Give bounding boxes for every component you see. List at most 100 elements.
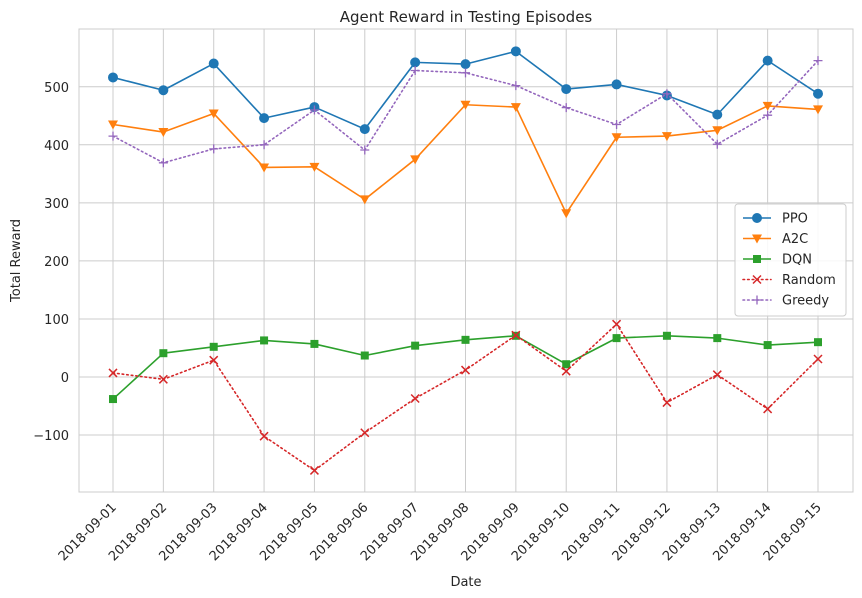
data-point-ppo bbox=[460, 59, 471, 70]
data-point-a2c bbox=[410, 155, 421, 165]
data-point-ppo bbox=[712, 109, 723, 120]
legend-marker-a2c bbox=[752, 234, 762, 244]
data-point-dqn bbox=[562, 360, 571, 369]
legend-marker-greedy bbox=[752, 295, 762, 305]
data-point-random bbox=[158, 374, 168, 384]
data-point-dqn bbox=[109, 395, 117, 404]
data-point-greedy bbox=[662, 89, 672, 99]
data-point-dqn bbox=[461, 335, 470, 344]
legend-marker-ppo bbox=[752, 213, 762, 223]
legend-marker-dqn bbox=[753, 255, 761, 263]
y-axis-label: Total Reward bbox=[9, 219, 24, 303]
series-a2c bbox=[108, 100, 823, 219]
series-dqn bbox=[109, 331, 822, 404]
data-point-greedy bbox=[360, 145, 370, 155]
data-point-greedy bbox=[813, 56, 823, 66]
data-point-a2c bbox=[611, 133, 622, 143]
series-ppo bbox=[108, 46, 823, 135]
data-point-ppo bbox=[208, 58, 219, 69]
legend-marker-random bbox=[752, 274, 762, 285]
data-point-greedy bbox=[763, 110, 773, 120]
data-point-ppo bbox=[611, 79, 622, 90]
x-axis-label: Date bbox=[450, 575, 481, 590]
data-point-ppo bbox=[410, 57, 421, 68]
data-point-ppo bbox=[510, 46, 521, 57]
data-point-a2c bbox=[359, 195, 370, 205]
series-greedy bbox=[108, 56, 823, 168]
chart-title: Agent Reward in Testing Episodes bbox=[340, 8, 593, 26]
y-tick-label: 400 bbox=[44, 139, 69, 154]
plot-frame bbox=[78, 28, 854, 493]
data-point-dqn bbox=[411, 341, 420, 350]
legend-box bbox=[734, 203, 847, 317]
series-layer bbox=[108, 46, 823, 475]
data-point-dqn bbox=[814, 338, 822, 347]
data-point-ppo bbox=[561, 84, 572, 95]
data-point-greedy bbox=[309, 105, 319, 115]
data-point-random bbox=[662, 398, 672, 408]
data-point-random bbox=[813, 354, 823, 364]
data-point-ppo bbox=[158, 85, 169, 96]
data-point-ppo bbox=[108, 72, 118, 83]
y-tick-label: −100 bbox=[33, 429, 69, 444]
legend-item-greedy: Greedy bbox=[742, 294, 829, 309]
data-point-greedy bbox=[612, 119, 622, 129]
legend-label-dqn: DQN bbox=[782, 253, 812, 268]
series-random bbox=[108, 319, 823, 475]
data-point-a2c bbox=[460, 100, 471, 110]
legend-label-greedy: Greedy bbox=[782, 294, 829, 309]
y-tick-label: 100 bbox=[44, 313, 69, 328]
data-point-random bbox=[763, 404, 773, 414]
data-point-greedy bbox=[712, 139, 722, 149]
data-point-a2c bbox=[158, 128, 169, 138]
legend-label-random: Random bbox=[782, 273, 836, 288]
data-point-dqn bbox=[360, 351, 369, 360]
data-point-a2c bbox=[813, 105, 823, 115]
data-point-random bbox=[309, 465, 319, 475]
data-point-a2c bbox=[712, 126, 723, 136]
y-tick-label: 300 bbox=[44, 197, 69, 212]
legend: PPO A2C DQN Random Greedy bbox=[734, 203, 847, 317]
data-point-a2c bbox=[561, 209, 572, 219]
data-point-greedy bbox=[511, 81, 521, 91]
data-point-random bbox=[108, 368, 118, 378]
legend-label-a2c: A2C bbox=[782, 232, 808, 247]
data-point-a2c bbox=[510, 103, 521, 113]
data-point-dqn bbox=[310, 339, 319, 348]
data-point-a2c bbox=[208, 109, 219, 119]
data-point-ppo bbox=[762, 55, 773, 66]
legend-item-random: Random bbox=[742, 273, 836, 288]
data-point-greedy bbox=[158, 158, 168, 168]
y-tick-label: 0 bbox=[61, 371, 69, 386]
data-point-dqn bbox=[260, 336, 269, 345]
legend-item-ppo: PPO bbox=[743, 212, 808, 227]
data-point-dqn bbox=[159, 349, 168, 358]
data-point-dqn bbox=[713, 334, 722, 343]
data-point-greedy bbox=[461, 68, 470, 78]
legend-label-ppo: PPO bbox=[782, 212, 808, 227]
data-point-a2c bbox=[259, 163, 270, 173]
data-point-ppo bbox=[813, 88, 823, 99]
data-point-greedy bbox=[410, 65, 420, 75]
y-tick-label: 200 bbox=[44, 255, 69, 270]
data-point-a2c bbox=[309, 162, 320, 172]
data-point-greedy bbox=[561, 103, 571, 113]
legend-item-dqn: DQN bbox=[743, 253, 812, 268]
data-point-dqn bbox=[763, 341, 772, 350]
y-tick-label: 500 bbox=[44, 81, 69, 96]
data-point-random bbox=[511, 330, 521, 340]
data-point-random bbox=[360, 428, 370, 438]
data-point-random bbox=[561, 366, 571, 376]
data-point-random bbox=[209, 355, 219, 365]
legend-item-a2c: A2C bbox=[743, 232, 808, 247]
data-point-random bbox=[410, 393, 420, 404]
data-point-greedy bbox=[259, 140, 269, 150]
data-point-greedy bbox=[209, 144, 219, 154]
data-point-random bbox=[460, 365, 471, 375]
data-point-a2c bbox=[762, 101, 773, 111]
data-point-greedy bbox=[108, 131, 118, 141]
data-point-dqn bbox=[612, 334, 621, 343]
data-point-dqn bbox=[662, 331, 671, 340]
